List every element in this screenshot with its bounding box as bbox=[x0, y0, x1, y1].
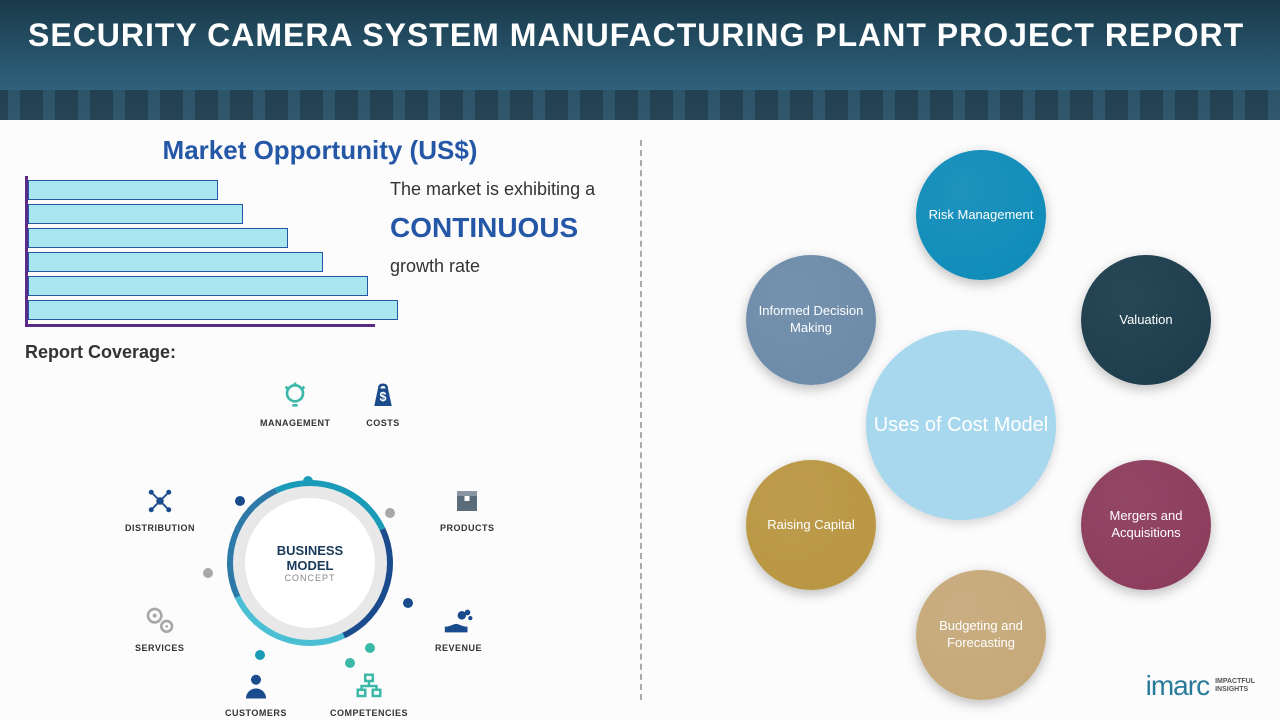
ring-dot bbox=[255, 650, 265, 660]
chart-area: The market is exhibiting a CONTINUOUS gr… bbox=[25, 176, 615, 327]
network-icon bbox=[142, 483, 178, 519]
org-icon bbox=[351, 668, 387, 704]
business-model-diagram: BUSINESS MODEL CONCEPT MANAGEMENT $ COSTS P… bbox=[25, 368, 585, 708]
bm-item-revenue: REVENUE bbox=[435, 603, 482, 653]
cost-model-hub: Uses of Cost Model Risk Management Valuat… bbox=[651, 140, 1271, 700]
market-opportunity-title: Market Opportunity (US$) bbox=[25, 135, 615, 166]
growth-line2: growth rate bbox=[390, 256, 480, 276]
bm-center-line3: CONCEPT bbox=[284, 573, 335, 583]
bm-item-services: SERVICES bbox=[135, 603, 184, 653]
logo: imarc IMPACTFUL INSIGHTS bbox=[1146, 670, 1255, 702]
logo-tag-1: IMPACTFUL bbox=[1215, 678, 1255, 686]
logo-tag-2: INSIGHTS bbox=[1215, 686, 1255, 694]
hand-icon bbox=[441, 603, 477, 639]
hub-node-mergers-and-acquisitions: Mergers and Acquisitions bbox=[1081, 460, 1211, 590]
gears-icon bbox=[142, 603, 178, 639]
ring-dot bbox=[235, 496, 245, 506]
bm-item-products: PRODUCTS bbox=[440, 483, 495, 533]
bar bbox=[28, 180, 218, 200]
svg-text:$: $ bbox=[380, 390, 387, 404]
coverage-label: Report Coverage: bbox=[25, 342, 615, 363]
ring-dot bbox=[345, 658, 355, 668]
bm-item-label: REVENUE bbox=[435, 643, 482, 653]
bar bbox=[28, 228, 288, 248]
header: SECURITY CAMERA SYSTEM MANUFACTURING PLA… bbox=[0, 0, 1280, 120]
bar bbox=[28, 276, 368, 296]
ring-dot bbox=[203, 568, 213, 578]
bulb-icon bbox=[277, 378, 313, 414]
bm-item-label: COMPETENCIES bbox=[330, 708, 408, 718]
bm-item-customers: CUSTOMERS bbox=[225, 668, 287, 718]
growth-highlight: CONTINUOUS bbox=[390, 207, 595, 249]
logo-text: imarc bbox=[1146, 670, 1209, 702]
logo-tagline: IMPACTFUL INSIGHTS bbox=[1215, 678, 1255, 693]
bar bbox=[28, 252, 323, 272]
hub-center-label: Uses of Cost Model bbox=[874, 412, 1049, 438]
ring-dot bbox=[365, 643, 375, 653]
hub-node-risk-management: Risk Management bbox=[916, 150, 1046, 280]
page-title: SECURITY CAMERA SYSTEM MANUFACTURING PLA… bbox=[28, 15, 1252, 57]
bm-item-label: DISTRIBUTION bbox=[125, 523, 195, 533]
body: Market Opportunity (US$) The market is e… bbox=[0, 120, 1280, 720]
bm-item-label: MANAGEMENT bbox=[260, 418, 331, 428]
bar bbox=[28, 204, 243, 224]
bm-center-line2: MODEL bbox=[287, 558, 334, 573]
bm-item-distribution: DISTRIBUTION bbox=[125, 483, 195, 533]
growth-line1: The market is exhibiting a bbox=[390, 179, 595, 199]
bm-item-label: SERVICES bbox=[135, 643, 184, 653]
box-icon bbox=[449, 483, 485, 519]
bm-item-competencies: COMPETENCIES bbox=[330, 668, 408, 718]
bm-item-management: MANAGEMENT bbox=[260, 378, 331, 428]
hub-node-informed-decision-making: Informed Decision Making bbox=[746, 255, 876, 385]
growth-text: The market is exhibiting a CONTINUOUS gr… bbox=[390, 176, 595, 280]
hub-node-raising-capital: Raising Capital bbox=[746, 460, 876, 590]
bm-item-label: COSTS bbox=[366, 418, 400, 428]
bar-chart bbox=[25, 176, 375, 327]
person-icon bbox=[238, 668, 274, 704]
hub-center: Uses of Cost Model bbox=[866, 330, 1056, 520]
right-panel: Uses of Cost Model Risk Management Valuat… bbox=[642, 120, 1280, 720]
left-panel: Market Opportunity (US$) The market is e… bbox=[0, 120, 640, 720]
business-model-center: BUSINESS MODEL CONCEPT bbox=[245, 498, 375, 628]
bag-icon: $ bbox=[365, 378, 401, 414]
bm-item-label: PRODUCTS bbox=[440, 523, 495, 533]
hub-node-budgeting-and-forecasting: Budgeting and Forecasting bbox=[916, 570, 1046, 700]
hub-node-valuation: Valuation bbox=[1081, 255, 1211, 385]
ring-dot bbox=[403, 598, 413, 608]
ring-dot bbox=[385, 508, 395, 518]
bar bbox=[28, 300, 398, 320]
bm-center-line1: BUSINESS bbox=[277, 543, 343, 558]
bm-item-costs: $ COSTS bbox=[365, 378, 401, 428]
ring-dot bbox=[303, 476, 313, 486]
bm-item-label: CUSTOMERS bbox=[225, 708, 287, 718]
